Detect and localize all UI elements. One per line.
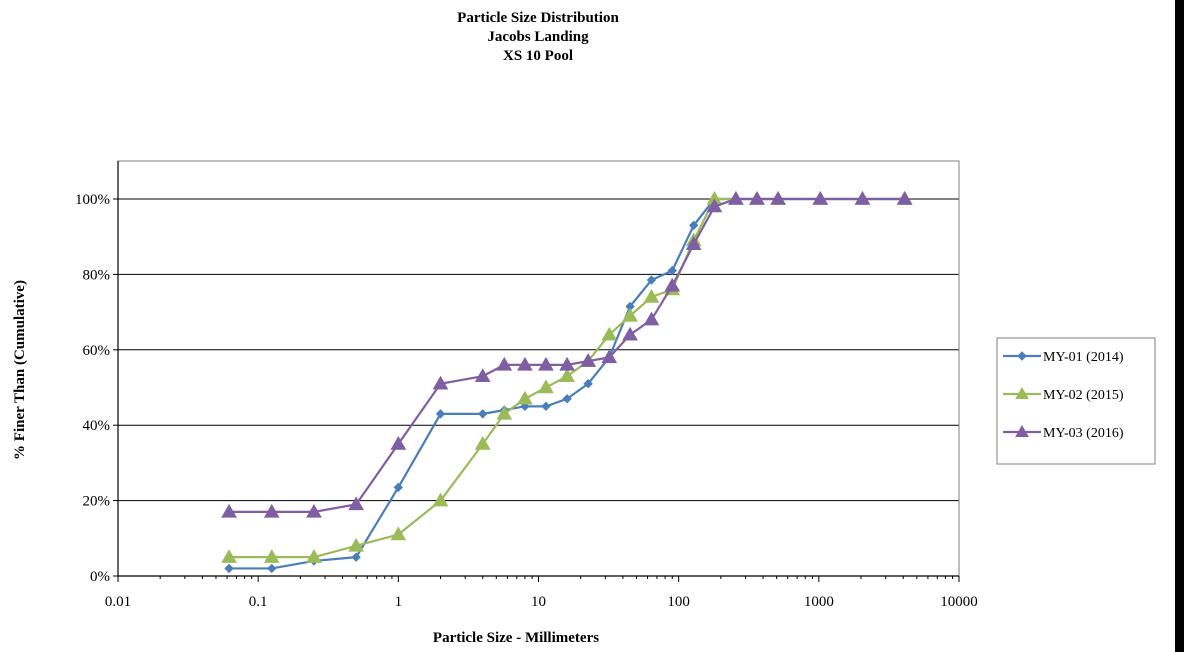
series-my-02-2015 [221, 190, 913, 563]
data-point-triangle [559, 356, 575, 371]
x-tick-label: 100 [667, 594, 690, 610]
y-axis-label: % Finer Than (Cumulative) [12, 280, 28, 460]
x-tick-label: 1 [395, 594, 403, 610]
series-line [229, 197, 905, 514]
data-point-triangle [664, 277, 681, 292]
data-point-triangle [390, 526, 407, 541]
x-tick-label: 0.1 [249, 594, 268, 610]
series-my-03-2016 [221, 190, 913, 518]
data-point-diamond [646, 275, 657, 285]
data-point-triangle [1015, 386, 1029, 399]
data-point-triangle [306, 503, 322, 518]
series-my-01-2014 [224, 194, 910, 574]
legend: MY-01 (2014) MY-02 (2015) MY-03 (2016) [996, 337, 1156, 465]
x-tick-label: 1000 [804, 594, 834, 610]
x-axis-label: Particle Size - Millimeters [433, 630, 599, 646]
data-point-triangle [706, 198, 723, 213]
data-point-triangle [221, 503, 237, 518]
y-tick-label: 60% [83, 343, 111, 359]
x-tick-label: 10000 [940, 594, 978, 610]
data-point-triangle [622, 307, 638, 322]
plot-frame [117, 160, 960, 577]
data-point-triangle [601, 349, 618, 364]
data-point-triangle [348, 537, 365, 552]
data-point-triangle [580, 353, 596, 367]
y-tick-label: 100% [75, 192, 110, 208]
data-point-triangle [728, 190, 744, 205]
y-tick-label: 0% [90, 569, 110, 585]
data-point-diamond [393, 482, 404, 493]
chart-title-line: Jacobs Landing [487, 29, 589, 45]
chart-title: Particle Size Distribution Jacobs Landing… [457, 10, 619, 64]
legend-label: MY-03 (2016) [1043, 426, 1124, 441]
data-point-triangle [348, 496, 365, 511]
data-point-triangle [559, 368, 575, 382]
axes: 0% 20% 40% 60% 80% 100% 0.01 0.1 1 10 100 1000 10000… [12, 160, 978, 646]
data-point-triangle [517, 356, 533, 371]
legend-label: MY-01 (2014) [1043, 350, 1124, 365]
data-point-diamond [224, 563, 234, 574]
data-point-triangle [1015, 424, 1029, 437]
data-point-triangle [643, 311, 660, 326]
data-point-triangle [770, 190, 786, 205]
y-tick-label: 80% [83, 267, 111, 283]
data-point-diamond [667, 265, 677, 276]
data-point-triangle [474, 368, 491, 382]
data-point-triangle [812, 190, 829, 205]
data-point-triangle [896, 190, 913, 205]
data-point-diamond [688, 220, 699, 231]
data-point-diamond [1017, 351, 1027, 361]
gridlines [118, 198, 959, 502]
data-point-triangle [390, 436, 407, 450]
data-point-triangle [432, 492, 449, 507]
legend-item: MY-03 (2016) [1003, 424, 1124, 441]
data-point-diamond [562, 394, 572, 404]
data-point-triangle [622, 326, 638, 341]
legend-label: MY-02 (2015) [1043, 388, 1124, 403]
data-point-diamond [351, 552, 361, 562]
data-point-triangle [306, 549, 322, 563]
x-tick-label: 0.01 [105, 594, 131, 610]
data-point-triangle [749, 190, 765, 205]
legend-item: MY-01 (2014) [1003, 350, 1124, 365]
data-point-triangle [474, 436, 491, 450]
data-point-diamond [478, 409, 488, 419]
series-line [229, 197, 905, 570]
data-point-triangle [517, 390, 533, 405]
data-point-triangle [263, 503, 280, 518]
data-point-triangle [685, 236, 702, 250]
data-point-diamond [583, 379, 593, 389]
data-point-diamond [267, 563, 277, 574]
data-point-diamond [541, 401, 551, 412]
x-tick-label: 10 [531, 594, 546, 610]
y-tick-label: 20% [83, 494, 111, 510]
legend-item: MY-02 (2015) [1003, 386, 1124, 403]
data-point-triangle [538, 356, 554, 371]
chart-title-line: XS 10 Pool [503, 48, 573, 64]
data-point-triangle [263, 549, 280, 563]
data-point-triangle [496, 356, 513, 371]
data-point-triangle [854, 190, 871, 205]
window-edge-bar [1175, 0, 1184, 652]
data-point-triangle [601, 326, 618, 341]
y-tick-label: 40% [83, 418, 111, 434]
data-point-diamond [435, 409, 446, 419]
data-point-triangle [496, 405, 513, 420]
data-point-triangle [221, 549, 237, 563]
data-point-triangle [432, 375, 449, 390]
series-layer [221, 190, 913, 574]
data-point-triangle [643, 289, 660, 303]
data-point-triangle [538, 379, 554, 394]
chart-title-line: Particle Size Distribution [457, 10, 619, 26]
